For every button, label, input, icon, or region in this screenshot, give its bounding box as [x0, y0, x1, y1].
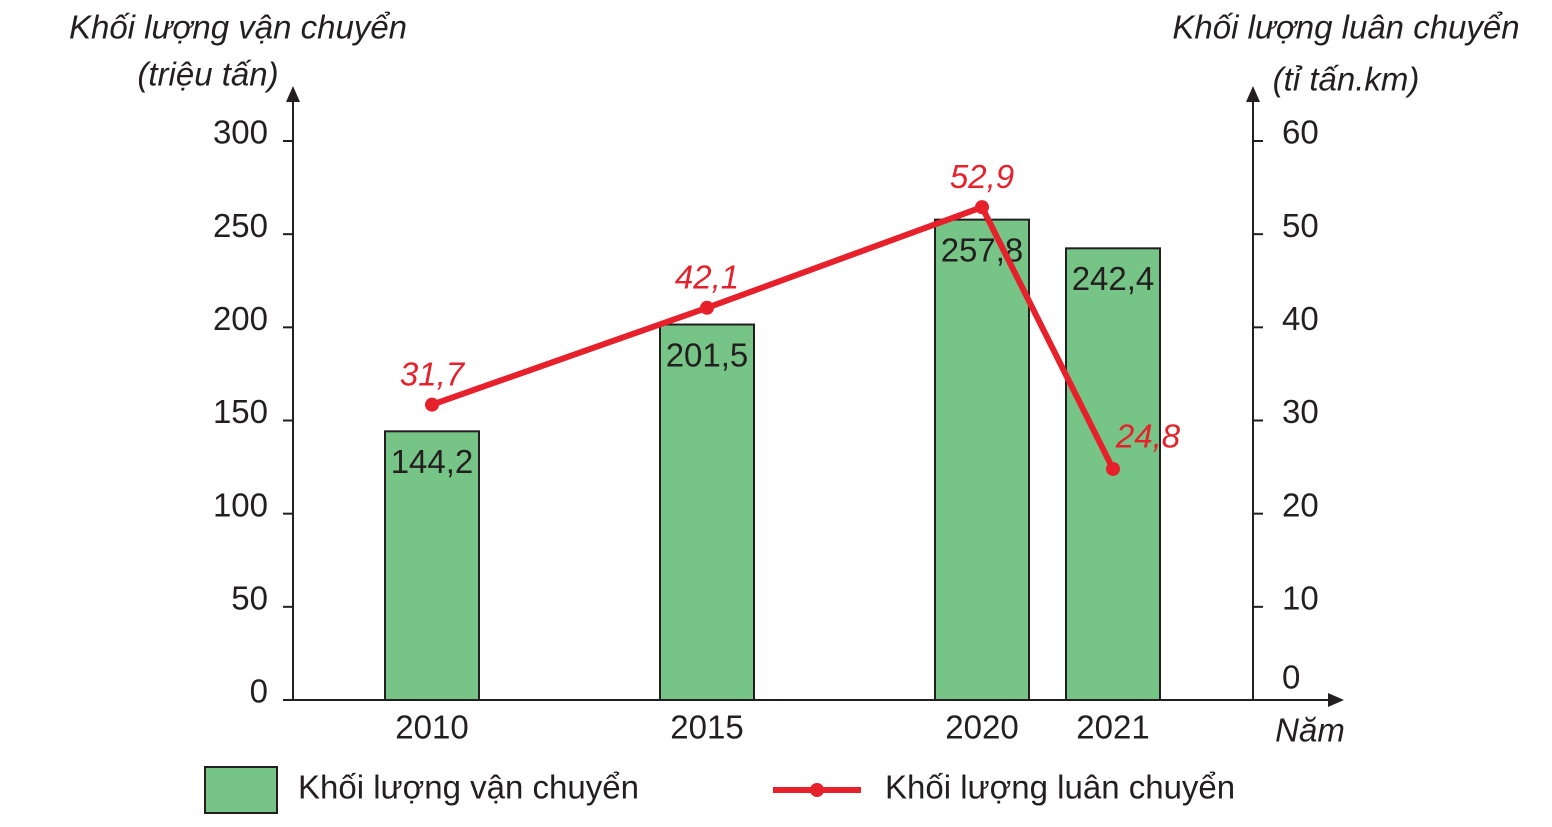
y2-tick-label: 10: [1282, 580, 1319, 617]
legend-label: Khối lượng luân chuyển: [885, 769, 1235, 806]
bar-value-label: 201,5: [666, 336, 749, 373]
y2-axis-title: Khối lượng luân chuyển: [1172, 9, 1519, 46]
y-tick-label: 150: [213, 393, 268, 430]
legend-swatch-dot: [810, 783, 824, 797]
bar: [659, 323, 755, 701]
y2-tick-label: 30: [1282, 393, 1319, 430]
line-value-label: 42,1: [675, 258, 739, 295]
y2-axis-unit: (tỉ tấn.km): [1273, 61, 1420, 98]
y2-axis-arrow: [1246, 86, 1260, 102]
line-value-label: 31,7: [400, 355, 466, 392]
y2-tick-label: 40: [1282, 300, 1319, 337]
bar-value-label: 144,2: [391, 443, 474, 480]
y-tick-label: 0: [250, 673, 268, 710]
y-tick-label: 50: [231, 580, 268, 617]
line-value-label: 24,8: [1115, 418, 1181, 455]
line: [431, 203, 1116, 471]
y-axis-title: Khối lượng vận chuyển: [69, 9, 407, 46]
y-tick-label: 200: [213, 300, 268, 337]
y-tick-label: 100: [213, 486, 268, 523]
y2-tick-label: 50: [1282, 207, 1319, 244]
y2-tick-label: 60: [1282, 114, 1319, 151]
line-value-label: 52,9: [950, 158, 1014, 195]
x-tick-label: 2010: [395, 709, 468, 746]
x-axis-title: Năm: [1275, 712, 1345, 749]
y-axis-arrow: [286, 86, 300, 102]
bar-value-label: 242,4: [1072, 260, 1155, 297]
line-point: [1106, 461, 1120, 476]
x-tick-label: 2020: [945, 709, 1018, 746]
line-point: [425, 397, 439, 412]
y-tick-label: 300: [213, 114, 268, 151]
bar: [934, 218, 1030, 701]
y-axis-unit: (triệu tấn): [137, 56, 278, 93]
line-point: [700, 300, 714, 315]
x-axis-arrow: [1328, 693, 1344, 707]
legend-label: Khối lượng vận chuyển: [298, 769, 639, 806]
line-point: [975, 200, 989, 215]
y-tick-label: 250: [213, 207, 268, 244]
x-tick-label: 2015: [670, 709, 743, 746]
y2-tick-label: 0: [1282, 659, 1300, 696]
bar: [384, 430, 480, 701]
x-tick-label: 2021: [1076, 709, 1149, 746]
y2-tick-label: 20: [1282, 486, 1319, 523]
legend-swatch: [204, 766, 278, 814]
